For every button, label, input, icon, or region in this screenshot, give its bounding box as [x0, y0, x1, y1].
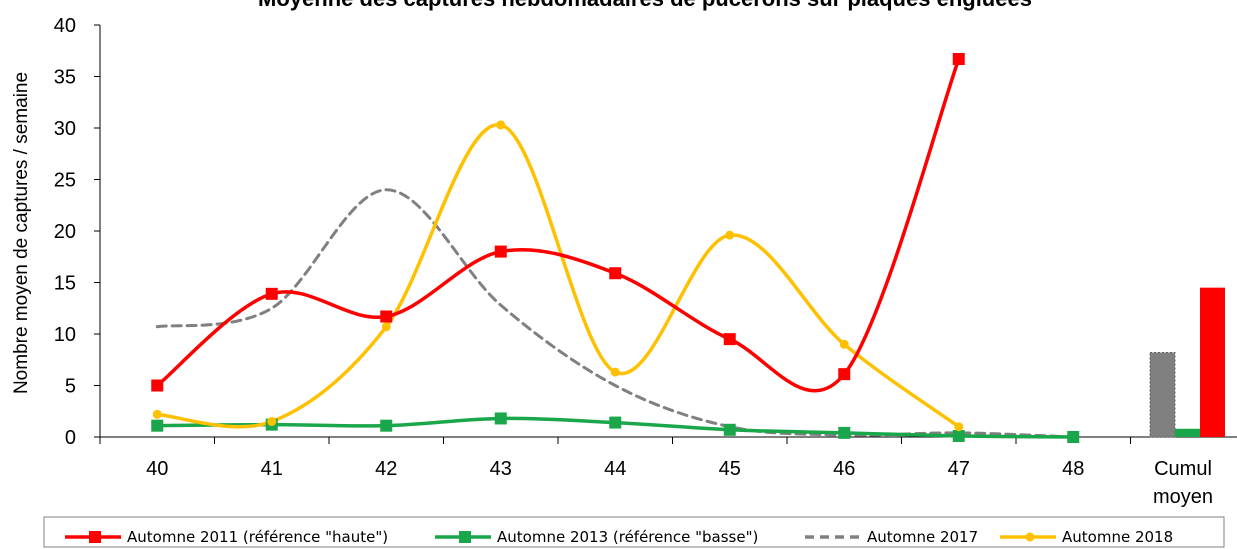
data-point: [610, 367, 620, 377]
series-markers: [151, 52, 1080, 443]
cumul-bars: [1149, 287, 1225, 438]
y-tick-label: 25: [54, 170, 76, 192]
series-line: [155, 57, 961, 393]
series-line: [155, 188, 1075, 439]
axes: [94, 24, 1237, 444]
data-point: [952, 52, 965, 65]
data-point: [954, 422, 964, 432]
data-point: [725, 230, 735, 240]
data-point: [723, 423, 736, 436]
y-axis-label: Nombre moyen de captures / semaine: [11, 72, 32, 394]
data-point: [952, 429, 965, 442]
legend-swatch-marker: [89, 531, 101, 543]
y-tick-label: 30: [54, 118, 76, 140]
legend-swatch-marker: [1025, 532, 1035, 542]
y-tick-label: 20: [54, 221, 76, 243]
data-point: [265, 287, 278, 300]
legend-label: Automne 2013 (référence "basse"): [497, 528, 758, 546]
x-tick-label: 40: [146, 458, 168, 480]
x-tick-label: 48: [1062, 458, 1084, 480]
data-point: [496, 120, 506, 130]
data-point: [609, 416, 622, 429]
y-tick-label: 0: [65, 427, 76, 449]
x-tick-label: 44: [604, 458, 626, 480]
data-point: [151, 419, 164, 432]
x-tick-label-cumul-line2: moyen: [1153, 486, 1213, 508]
y-tick-label: 35: [54, 67, 76, 89]
data-point: [152, 409, 162, 419]
legend-frame: [43, 516, 1225, 548]
y-tick-label: 15: [54, 273, 76, 295]
data-point: [1067, 431, 1080, 443]
x-tick-label: 46: [833, 458, 855, 480]
y-tick-label: 5: [65, 376, 76, 398]
data-point: [267, 417, 277, 427]
series-lines: [155, 57, 1075, 439]
data-point: [380, 310, 393, 323]
data-point: [380, 419, 393, 432]
legend: Automne 2011 (référence "haute") Automne …: [43, 516, 1225, 548]
legend-label: Automne 2018: [1062, 528, 1173, 546]
legend-label: Automne 2011 (référence "haute"): [127, 528, 388, 546]
x-tick-label-cumul-line1: Cumul: [1154, 458, 1212, 480]
data-point: [723, 333, 736, 346]
data-point: [381, 322, 391, 332]
chart-title: Moyenne des captures hebdomadaires de pu…: [258, 0, 1032, 11]
cumul-bar: [1175, 428, 1200, 437]
data-point: [151, 379, 164, 392]
x-tick-label: 41: [261, 458, 283, 480]
data-point: [838, 426, 851, 439]
x-tick-label: 43: [490, 458, 512, 480]
y-tick-label: 10: [54, 324, 76, 346]
x-tick-label: 47: [948, 458, 970, 480]
legend-swatch-marker: [459, 531, 471, 543]
x-tick-labels: 40 41 42 43 44 45 46 47 48: [146, 458, 1084, 480]
data-point: [609, 267, 622, 280]
data-point: [494, 412, 507, 425]
cumul-bar: [1200, 287, 1225, 437]
data-point: [494, 245, 507, 258]
legend-label: Automne 2017: [867, 528, 978, 546]
y-tick-labels: 0 5 10 15 20 25 30 35 40: [54, 15, 76, 449]
cumul-bar: [1149, 352, 1176, 438]
data-point: [839, 339, 849, 349]
data-point: [838, 368, 851, 381]
x-tick-label: 42: [375, 458, 397, 480]
y-tick-label: 40: [54, 15, 76, 37]
x-tick-label: 45: [719, 458, 741, 480]
